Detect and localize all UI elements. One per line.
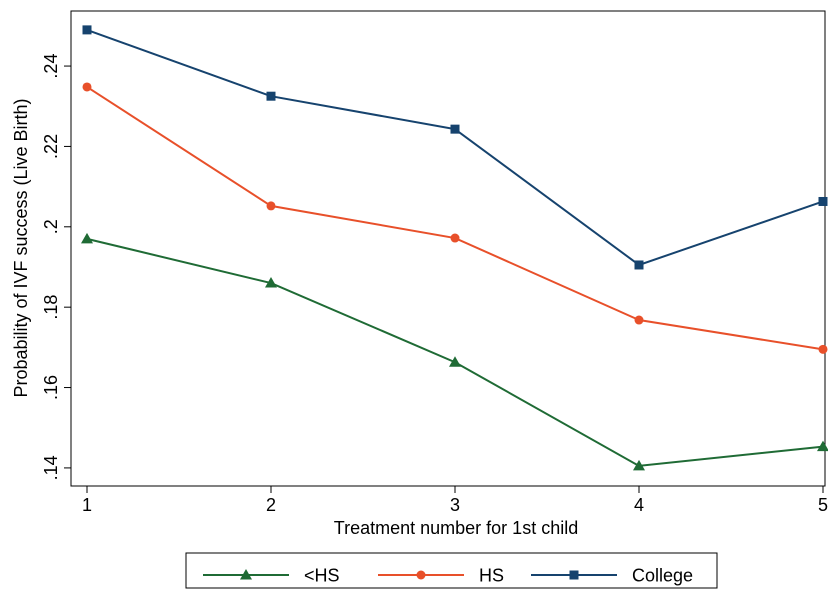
x-tick-label: 2 [266,495,276,515]
y-tick-label: .16 [41,375,61,400]
data-point-hs [266,201,276,211]
y-axis: .14 .16 .18 .2 .22 .24 [41,54,71,480]
data-point-college [818,196,828,206]
series-college [82,25,828,270]
x-tick-label: 5 [818,495,828,515]
data-point-college [634,260,644,270]
legend-box [185,552,718,589]
x-tick-label: 4 [634,495,644,515]
y-tick-label: .2 [41,219,61,234]
data-point-college [266,91,276,101]
legend-marker-hs [240,569,252,580]
series-hs [82,82,828,354]
data-point-hs [633,459,645,471]
series-layer [81,25,828,471]
legend-label-college: College [632,566,693,586]
data-point-hs [449,356,461,367]
y-axis-title: Probability of IVF success (Live Birth) [11,98,31,397]
legend-marker-college [569,570,579,580]
legend-marker-hs [416,570,426,580]
data-point-college [450,124,460,134]
data-point-hs [265,277,277,288]
y-tick-label: .14 [41,455,61,480]
data-point-hs [450,233,460,243]
series-hs [81,232,828,471]
plot-area [70,10,826,487]
data-point-college [82,25,92,35]
data-point-hs [634,315,644,325]
y-tick-label: .18 [41,295,61,320]
data-point-hs [818,344,828,354]
data-point-hs [81,232,93,244]
x-axis-title: Treatment number for 1st child [334,518,578,538]
y-tick-label: .24 [41,54,61,79]
x-axis: 1 2 3 4 5 [82,486,828,515]
legend-label-hs: <HS [304,566,340,586]
x-tick-label: 1 [82,495,92,515]
legend-label-hs: HS [479,566,504,586]
data-point-hs [82,82,92,92]
x-tick-label: 3 [450,495,460,515]
y-tick-label: .22 [41,134,61,159]
data-point-hs [817,440,828,452]
legend: <HS HS College [185,552,718,589]
